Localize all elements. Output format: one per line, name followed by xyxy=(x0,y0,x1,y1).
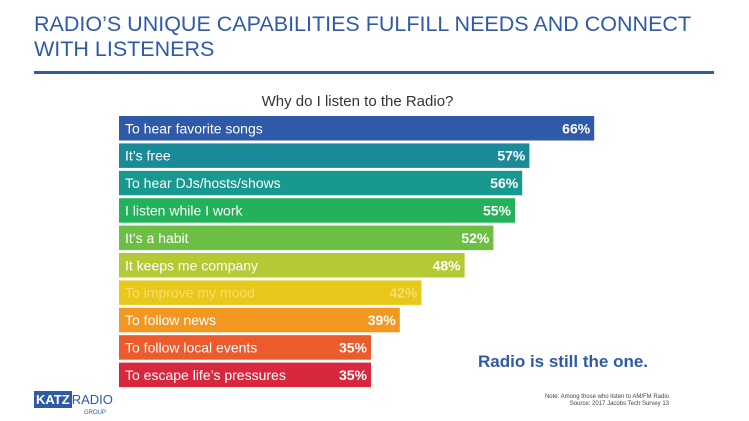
value-label: 35% xyxy=(339,367,368,383)
title-divider xyxy=(34,71,714,74)
bar xyxy=(119,225,494,251)
value-label: 57% xyxy=(497,148,526,164)
note-line-2: Source: 2017 Jacobs Tech Survey 13 xyxy=(569,401,669,407)
bar xyxy=(119,198,515,223)
bar xyxy=(119,280,422,305)
logo-katz: KATZ xyxy=(34,391,72,408)
bar xyxy=(119,170,523,196)
category-label: To escape life’s pressures xyxy=(125,367,286,383)
category-label: I listen while I work xyxy=(125,202,243,218)
value-label: 48% xyxy=(433,257,462,273)
source-note: Note: Among those who listen to AM/FM Ra… xyxy=(545,394,669,408)
bar xyxy=(119,116,595,141)
category-label: To improve my mood xyxy=(125,285,255,301)
value-label: 35% xyxy=(339,339,368,355)
category-label: It’s free xyxy=(125,148,171,164)
category-label: It’s a habit xyxy=(125,230,189,246)
category-label: To hear DJs/hosts/shows xyxy=(125,175,281,191)
bar xyxy=(119,307,400,333)
category-label: To hear favorite songs xyxy=(125,120,263,136)
katz-radio-logo: KATZ RADIO GROUP xyxy=(34,391,113,416)
bar xyxy=(119,143,530,168)
value-label: 56% xyxy=(490,175,519,191)
logo-radio: RADIO xyxy=(71,392,113,407)
chart-title: Why do I listen to the Radio? xyxy=(261,93,454,110)
value-label: 42% xyxy=(389,285,418,301)
value-label: 55% xyxy=(483,202,512,218)
value-label: 39% xyxy=(368,312,397,328)
page-title: RADIO’S UNIQUE CAPABILITIES FULFILL NEED… xyxy=(34,12,691,61)
bar xyxy=(119,362,371,388)
bar xyxy=(119,335,371,360)
value-label: 66% xyxy=(562,120,591,136)
category-label: To follow news xyxy=(125,312,216,328)
logo-group: GROUP xyxy=(84,410,107,416)
bar xyxy=(119,253,465,278)
category-label: To follow local events xyxy=(125,339,257,355)
category-label: It keeps me company xyxy=(125,257,258,273)
tagline: Radio is still the one. xyxy=(478,352,649,371)
note-line-1: Note: Among those who listen to AM/FM Ra… xyxy=(544,394,669,400)
value-label: 52% xyxy=(461,230,490,246)
